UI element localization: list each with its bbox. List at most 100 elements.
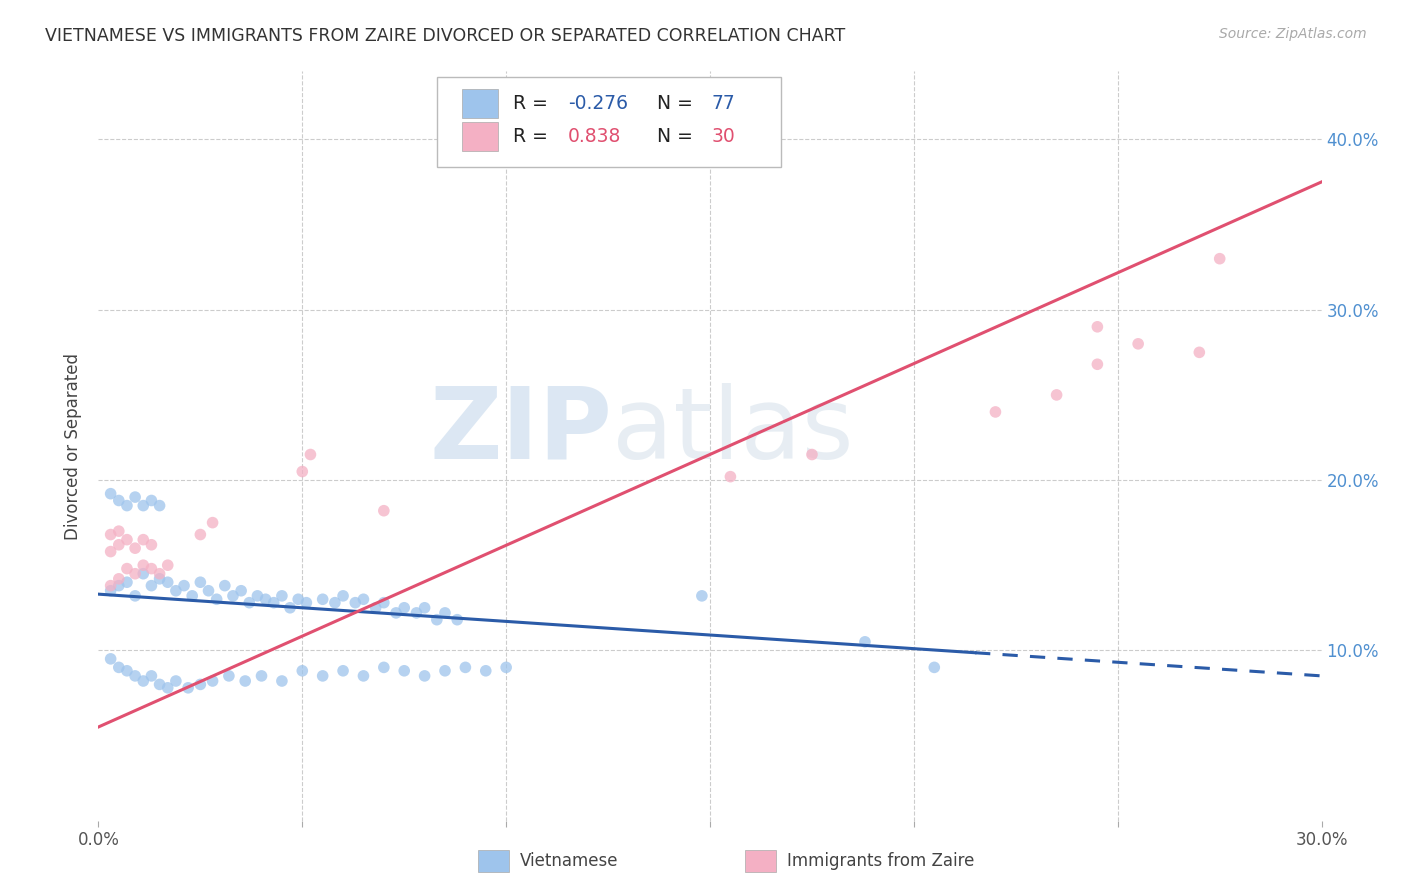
Point [1209,252,1232,266]
Text: N =: N = [658,127,699,146]
Point [132,499,155,513]
Text: N =: N = [658,94,699,113]
Point [124,541,146,556]
Point [115,575,138,590]
Point [188,677,212,691]
Point [165,673,187,688]
Bar [461,89,498,118]
Point [156,681,179,695]
Point [270,589,294,603]
Point [108,660,131,674]
Point [299,448,322,462]
Point [254,592,277,607]
Text: VIETNAMESE VS IMMIGRANTS FROM ZAIRE DIVORCED OR SEPARATED CORRELATION CHART: VIETNAMESE VS IMMIGRANTS FROM ZAIRE DIVO… [45,27,845,45]
Point [454,660,477,674]
Text: 77: 77 [711,94,735,113]
Point [332,589,354,603]
Point [100,486,122,500]
Point [201,673,224,688]
Point [233,673,256,688]
Point [132,673,155,688]
Point [270,673,294,688]
Point [173,579,195,593]
Text: Immigrants from Zaire: Immigrants from Zaire [787,852,974,871]
Point [124,566,146,581]
Point [312,592,335,607]
Point [165,583,187,598]
Point [373,596,395,610]
Bar [461,122,498,151]
Text: R =: R = [513,94,554,113]
Point [385,606,408,620]
Point [100,527,122,541]
Point [124,669,146,683]
Point [426,613,449,627]
Point [141,493,163,508]
FancyBboxPatch shape [437,77,780,168]
Point [922,660,945,674]
Point [132,533,155,547]
Point [149,572,172,586]
Point [108,538,131,552]
Point [1045,388,1069,402]
Y-axis label: Divorced or Separated: Divorced or Separated [65,352,83,540]
Text: Vietnamese: Vietnamese [520,852,619,871]
Point [1188,345,1211,359]
Point [115,664,138,678]
Point [100,579,122,593]
Point [413,669,436,683]
Point [149,677,172,691]
Text: ZIP: ZIP [429,383,612,480]
Point [312,669,335,683]
Point [201,516,224,530]
Point [188,575,212,590]
Point [132,558,155,573]
Point [332,664,354,678]
Point [287,592,309,607]
Point [373,660,395,674]
Point [250,669,273,683]
Point [690,589,713,603]
Text: 0.838: 0.838 [568,127,621,146]
Point [222,589,245,603]
Point [434,664,457,678]
Point [115,533,138,547]
Point [132,566,155,581]
Point [801,448,824,462]
Point [197,583,219,598]
Point [392,600,416,615]
Point [205,592,228,607]
Point [100,652,122,666]
Point [214,579,236,593]
Point [246,589,269,603]
Point [405,606,427,620]
Text: atlas: atlas [612,383,853,480]
Point [344,596,367,610]
Point [364,600,387,615]
Text: 30: 30 [711,127,735,146]
Point [1128,336,1150,351]
Point [181,589,204,603]
Point [124,589,146,603]
Point [392,664,416,678]
Point [218,669,240,683]
Point [141,561,163,575]
Text: -0.276: -0.276 [568,94,628,113]
Point [156,558,179,573]
Point [156,575,179,590]
Point [108,579,131,593]
Point [141,669,163,683]
Point [141,579,163,593]
Point [238,596,260,610]
Point [278,600,301,615]
Point [718,469,742,483]
Point [1085,357,1108,371]
Point [149,566,172,581]
Point [413,600,436,615]
Point [188,527,212,541]
Point [352,592,374,607]
Point [231,583,253,598]
Text: R =: R = [513,127,554,146]
Point [1085,319,1108,334]
Point [291,664,314,678]
